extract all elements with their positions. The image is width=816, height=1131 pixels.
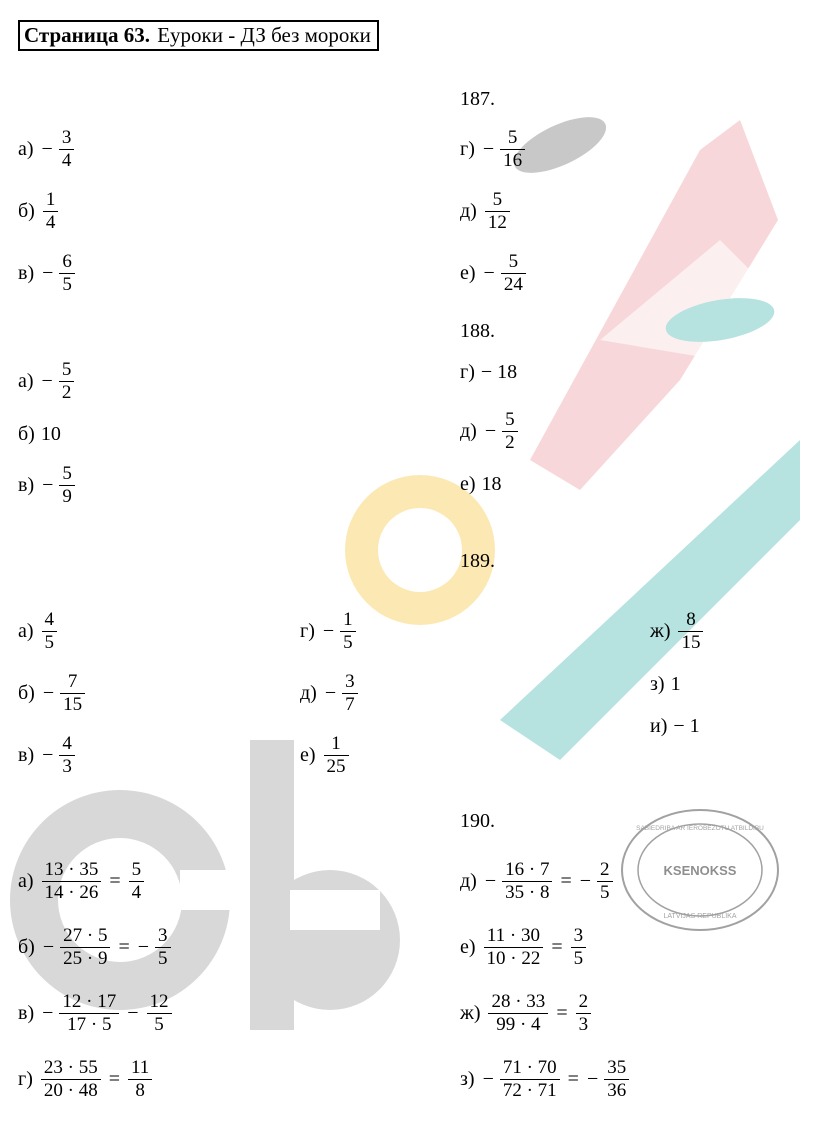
section-189: 189. (460, 550, 495, 573)
section-188: 188. (460, 320, 495, 343)
s187-b: б)14 (18, 190, 60, 233)
s190-a: а)13 · 3514 · 26=54 (18, 860, 146, 903)
s187-v: в)−65 (18, 252, 77, 295)
s189-g: г)−15 (300, 610, 358, 653)
header-rest: Еуроки - ДЗ без мороки (152, 23, 371, 47)
s190-e: е)11 · 3010 · 22=35 (460, 926, 588, 969)
section-190: 190. (460, 810, 495, 833)
page-header: Страница 63. Еуроки - ДЗ без мороки (18, 20, 816, 51)
s187-e: е)−524 (460, 252, 528, 295)
s187-g: г)−516 (460, 128, 527, 171)
s190-v: в)−12 · 1717 · 5−125 (18, 992, 174, 1035)
s188-a: а)−52 (18, 360, 76, 403)
s189-d: д)−37 (300, 672, 360, 715)
s188-e: е) 18 (460, 472, 502, 496)
svg-text:KSENOKSS: KSENOKSS (664, 863, 737, 878)
s190-b: б)−27 · 525 · 9=−35 (18, 926, 173, 969)
s189-i: и) − 1 (650, 714, 700, 738)
section-187: 187. (460, 88, 495, 111)
s190-zh: ж)28 · 3399 · 4=23 (460, 992, 593, 1035)
s187-d: д)512 (460, 190, 512, 233)
s188-d: д)−52 (460, 410, 520, 453)
s188-b: б) 10 (18, 422, 61, 446)
s189-b: б)−715 (18, 672, 87, 715)
header-bold: Страница 63. (24, 23, 150, 47)
s189-e: е)125 (300, 734, 351, 777)
svg-text:LATVIJAS REPUBLIKA: LATVIJAS REPUBLIKA (663, 913, 736, 920)
s189-z: з) 1 (650, 672, 681, 696)
s189-zh: ж)815 (650, 610, 705, 653)
s189-v: в)−43 (18, 734, 77, 777)
s188-g: г) − 18 (460, 360, 517, 384)
s190-g: г)23 · 5520 · 48=118 (18, 1058, 154, 1101)
s190-z: з)−71 · 7072 · 71=−3536 (460, 1058, 631, 1101)
s187-a: а)−34 (18, 128, 76, 171)
s190-d: д)−16 · 735 · 8=−25 (460, 860, 615, 903)
svg-text:SABIEDRIBA AR IEROBEŽOTU ATBIL: SABIEDRIBA AR IEROBEŽOTU ATBILDIBU (636, 823, 764, 832)
s188-v: в)−59 (18, 464, 77, 507)
s189-a: а)45 (18, 610, 59, 653)
